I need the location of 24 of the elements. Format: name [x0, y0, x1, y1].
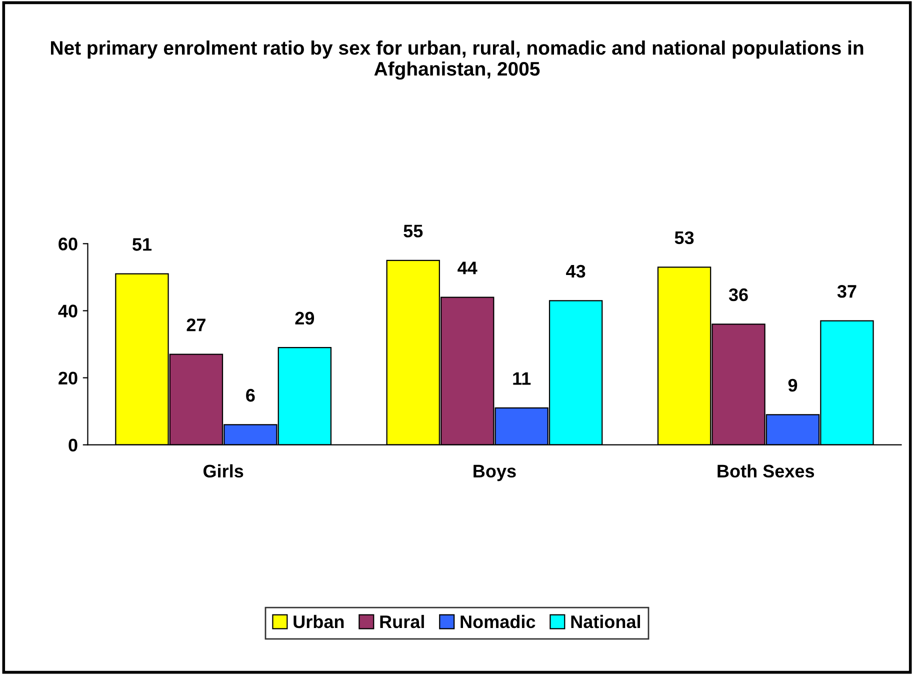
x-tick-label: Boys — [474, 464, 516, 482]
legend-label: National — [571, 614, 640, 628]
data-label: 51 — [132, 238, 152, 251]
legend-label: Urban — [294, 614, 344, 628]
y-tick-label: 40 — [58, 304, 78, 318]
x-tick-label: Girls — [203, 464, 244, 478]
legend-label: Rural — [380, 614, 424, 628]
data-label: 11 — [513, 372, 531, 385]
data-label: 44 — [458, 262, 478, 274]
data-label: 53 — [674, 231, 694, 244]
data-label: 36 — [728, 288, 748, 302]
y-tick-label: 60 — [58, 238, 78, 250]
data-label: 55 — [404, 224, 423, 238]
y-tick-label: 0 — [68, 438, 78, 452]
data-label: 27 — [186, 318, 206, 332]
data-label: 29 — [295, 312, 314, 325]
data-label: 37 — [837, 284, 856, 298]
y-tick-label: 20 — [58, 372, 78, 384]
data-label: 6 — [246, 388, 255, 402]
data-label: 9 — [788, 378, 798, 392]
chart-title: Net primary enrolment ratio by sex for urban, rural, nomadic and national populations in Afghanistan, 2005 — [51, 40, 864, 80]
legend-label: Nomadic — [460, 614, 536, 628]
x-tick-label: Both Sexes — [718, 464, 814, 478]
data-label: 43 — [566, 264, 586, 278]
